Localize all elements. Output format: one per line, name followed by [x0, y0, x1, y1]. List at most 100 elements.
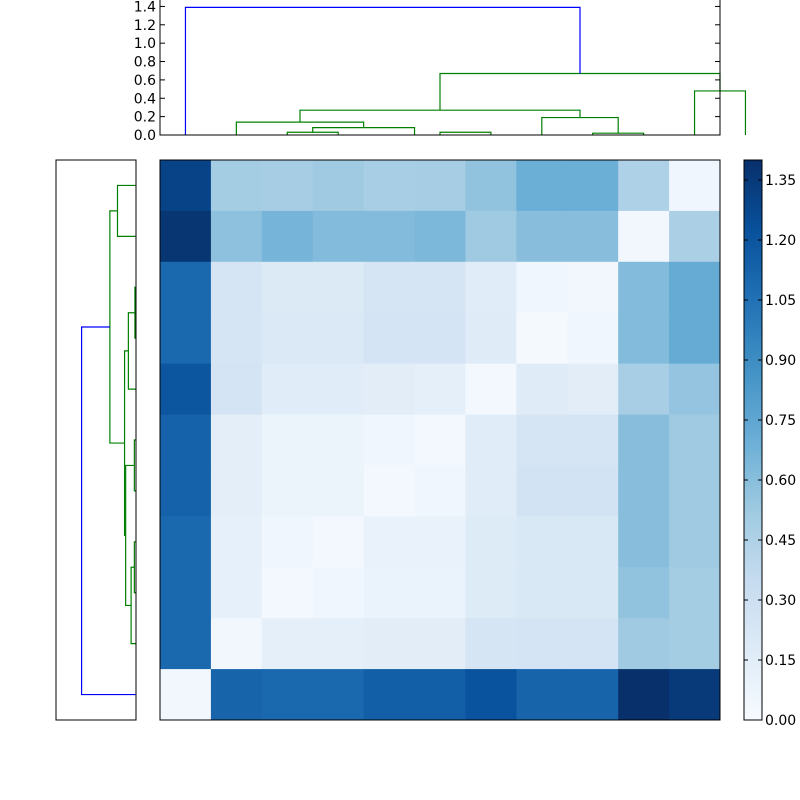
heatmap-cell [567, 160, 619, 212]
heatmap-cell [567, 465, 619, 517]
heatmap-cell [567, 210, 619, 263]
heatmap-cell [160, 618, 212, 670]
heatmap-cell [618, 465, 670, 517]
colorbar-frame [743, 159, 763, 721]
heatmap-cell [261, 261, 314, 314]
heatmap-cell [567, 414, 619, 466]
left-dendrogram-link [109, 210, 125, 444]
heatmap-cell [210, 669, 263, 721]
colorbar-tick-label: 1.20 [765, 233, 796, 249]
top-dendrogram-link [184, 6, 581, 135]
heatmap-cell [414, 618, 466, 670]
heatmap-cell [516, 210, 568, 263]
heatmap-cell [618, 669, 670, 721]
left-dendrogram-link [80, 326, 136, 696]
heatmap-cell [669, 618, 721, 670]
left-dendrogram-link [125, 464, 135, 607]
colorbar-tick-label: 0.75 [765, 413, 796, 429]
top-dendrogram-tick-label: 0.0 [134, 128, 156, 144]
top-dendrogram: 0.0 0.2 0.4 0.6 0.8 1.0 1.2 1.4 [134, 0, 747, 144]
heatmap-cell [465, 160, 517, 212]
heatmap-cell [210, 516, 263, 568]
heatmap-cell [160, 363, 212, 416]
heatmap-cell [516, 261, 568, 314]
top-dendrogram-frame [159, 0, 721, 136]
heatmap-cell [312, 618, 365, 670]
heatmap-cell [160, 567, 212, 619]
heatmap-cell [261, 160, 314, 212]
heatmap-cell [465, 516, 517, 568]
heatmap-cell [414, 363, 466, 416]
heatmap-cell [160, 210, 212, 263]
heatmap-cell [261, 516, 314, 568]
colorbar-tick-label: 0.45 [765, 533, 796, 549]
heatmap-cell [160, 669, 212, 721]
heatmap-cell [669, 210, 721, 263]
colorbar: 0.00 0.15 0.30 0.45 0.60 0.75 0.90 1.05 1.20 1.35 [743, 159, 796, 729]
heatmap-cell [160, 261, 212, 314]
colorbar-fill [744, 160, 762, 720]
heatmap-cell [160, 160, 212, 212]
heatmap-cell [618, 414, 670, 466]
heatmap-cell [210, 261, 263, 314]
colorbar-tick-label: 0.60 [765, 473, 796, 489]
top-dendrogram-link [541, 116, 619, 135]
heatmap-cell [210, 312, 263, 365]
heatmap-cell [261, 465, 314, 517]
top-dendrogram-link [235, 121, 365, 135]
heatmap-cell [363, 669, 416, 721]
heatmap-cell [465, 567, 517, 619]
top-dendrogram-tick-label: 0.4 [134, 91, 156, 107]
heatmap-cell [465, 210, 517, 263]
heatmap-cell [567, 567, 619, 619]
top-dendrogram-tick-label: 0.2 [134, 110, 156, 126]
heatmap-cell [567, 618, 619, 670]
heatmap-cell [414, 516, 466, 568]
heatmap-cell [618, 160, 670, 212]
heatmap-cell [669, 414, 721, 466]
heatmap-cell [516, 567, 568, 619]
heatmap-cell [210, 618, 263, 670]
colorbar-tick-label: 0.15 [765, 653, 796, 669]
colorbar-tick-label: 1.35 [765, 173, 796, 189]
colorbar-tick-label: 0.00 [765, 713, 796, 729]
heatmap-cell [516, 363, 568, 416]
left-dendrogram-link [116, 184, 136, 237]
heatmap-cell [465, 261, 517, 314]
heatmap-cell [567, 312, 619, 365]
heatmap-cell [618, 210, 670, 263]
heatmap-cell [363, 312, 416, 365]
top-dendrogram-tick-label: 0.8 [134, 55, 156, 71]
heatmap-cell [363, 414, 416, 466]
heatmap-cell [567, 669, 619, 721]
heatmap-cell [516, 465, 568, 517]
heatmap-cell [669, 160, 721, 212]
colorbar-tick-label: 1.05 [765, 293, 796, 309]
heatmap-cell [618, 261, 670, 314]
heatmap-cell [516, 414, 568, 466]
heatmap-cell [261, 669, 314, 721]
heatmap-cell [516, 618, 568, 670]
left-dendrogram-link [130, 566, 136, 645]
top-dendrogram-link [439, 72, 721, 111]
heatmap-cell [363, 261, 416, 314]
heatmap-cell [669, 516, 721, 568]
heatmap-cell [669, 669, 721, 721]
heatmap-cell [414, 312, 466, 365]
colorbar-tick-label: 0.30 [765, 593, 796, 609]
heatmap-cell [567, 516, 619, 568]
heatmap-cell [261, 210, 314, 263]
heatmap-cell [261, 618, 314, 670]
heatmap-cell [312, 210, 365, 263]
heatmap-cell [414, 567, 466, 619]
heatmap-cell [312, 160, 365, 212]
heatmap-cell [516, 669, 568, 721]
heatmap-cell [312, 261, 365, 314]
heatmap-cell [363, 210, 416, 263]
heatmap-cell [414, 261, 466, 314]
heatmap-cell [414, 465, 466, 517]
heatmap-cell [618, 567, 670, 619]
heatmap-cell [567, 363, 619, 416]
heatmap-cell [312, 363, 365, 416]
